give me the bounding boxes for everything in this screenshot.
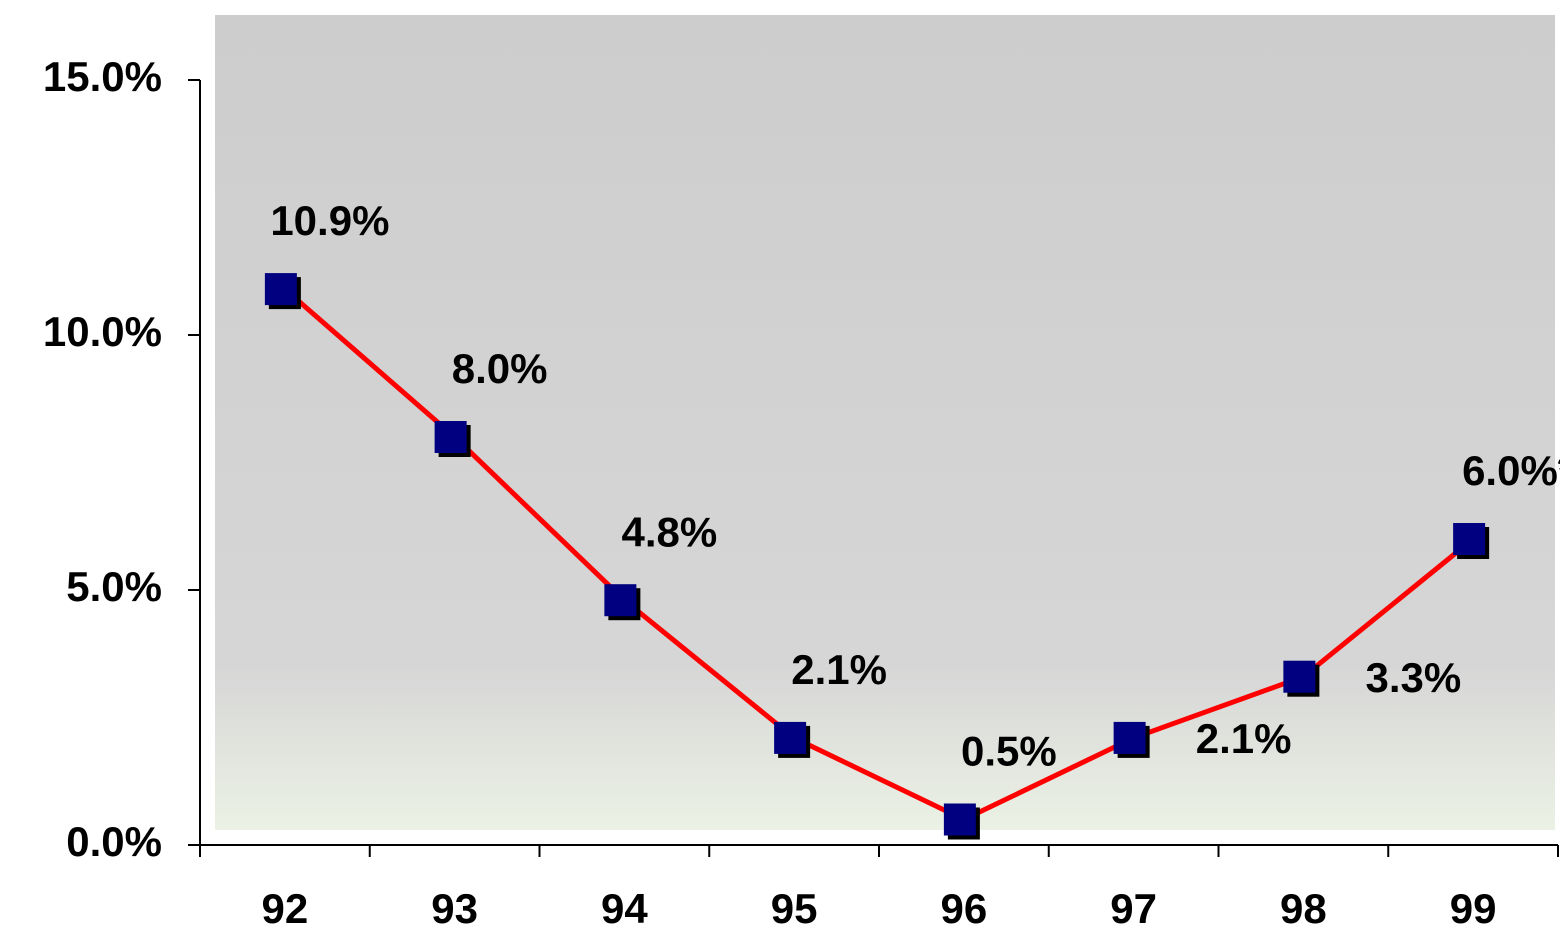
x-tick-label: 95 <box>771 885 818 932</box>
marker <box>1113 721 1146 754</box>
x-tick-label: 92 <box>262 885 309 932</box>
value-label: 3.3% <box>1366 654 1462 701</box>
x-tick-label: 99 <box>1450 885 1497 932</box>
y-tick-label: 10.0% <box>43 308 162 355</box>
series-line <box>283 287 1475 823</box>
marker <box>943 803 976 836</box>
marker <box>264 273 297 306</box>
y-tick-label: 5.0% <box>66 563 162 610</box>
x-tick-label: 96 <box>941 885 988 932</box>
y-tick-label: 15.0% <box>43 53 162 100</box>
value-label: 2.1% <box>791 646 887 693</box>
y-tick-label: 0.0% <box>66 818 162 865</box>
value-label: 0.5% <box>961 728 1057 775</box>
value-label: 8.0% <box>452 345 548 392</box>
x-tick-label: 94 <box>601 885 648 932</box>
x-tick-label: 98 <box>1280 885 1327 932</box>
marker <box>434 421 467 453</box>
marker <box>1453 523 1486 555</box>
x-tick-label: 93 <box>431 885 478 932</box>
value-label: 2.1% <box>1196 715 1292 762</box>
marker <box>604 584 637 617</box>
value-label: 6.0%* <box>1462 447 1560 494</box>
marker <box>774 721 807 754</box>
value-label: 4.8% <box>622 508 718 555</box>
marker <box>1283 660 1316 693</box>
value-label: 10.9% <box>270 197 389 244</box>
x-tick-label: 97 <box>1110 885 1157 932</box>
background-board <box>215 15 1555 830</box>
